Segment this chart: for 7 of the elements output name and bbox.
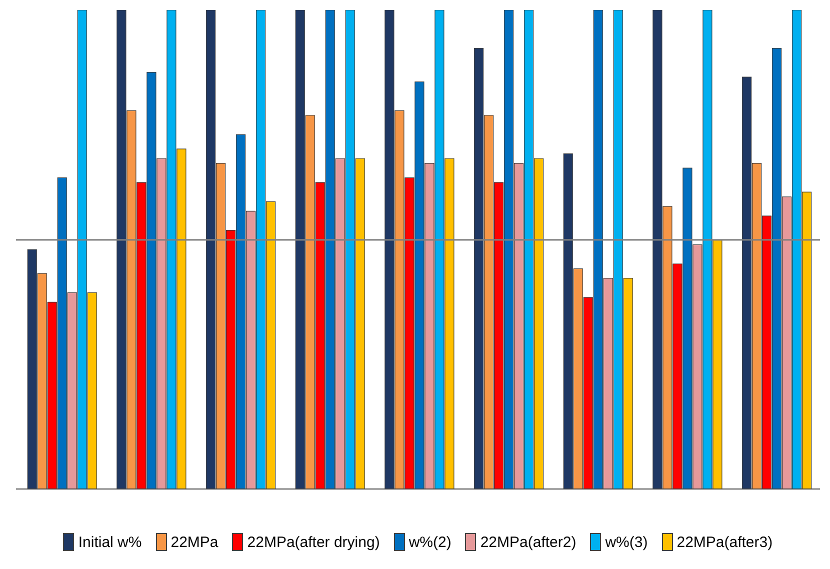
legend-label: w%(2): [408, 534, 452, 550]
legend-label: w%(3): [605, 534, 648, 550]
legend-label: 22MPa(after drying): [247, 534, 380, 550]
legend-label: Initial w%: [78, 534, 142, 550]
legend-label: 22MPa: [170, 534, 218, 550]
legend-label: 22MPa(after3): [676, 534, 773, 550]
legend-label: 22MPa(after2): [480, 534, 576, 550]
